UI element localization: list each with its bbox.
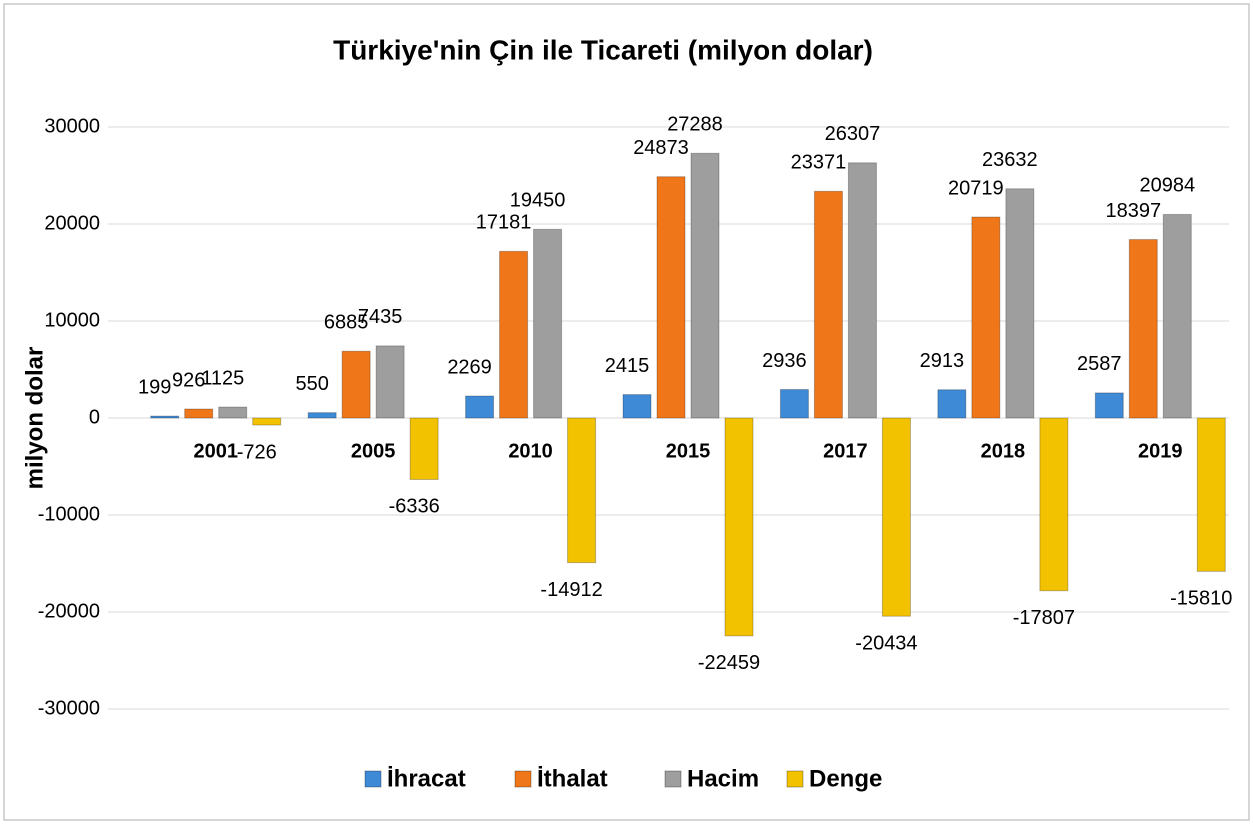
bar <box>724 417 754 637</box>
value-label: 1125 <box>201 367 244 389</box>
bar <box>622 394 652 419</box>
bar <box>656 176 686 419</box>
bar <box>184 408 214 419</box>
y-tick-label: -20000 <box>38 600 100 622</box>
value-label: 2936 <box>762 350 807 372</box>
value-label: 2269 <box>447 356 492 378</box>
y-tick-label: 0 <box>89 406 100 428</box>
value-label: 26307 <box>825 123 881 145</box>
y-axis-label: milyon dolar <box>21 347 48 490</box>
legend-label: İthalat <box>537 765 608 792</box>
bar <box>218 406 248 419</box>
value-label: 7435 <box>358 306 403 328</box>
legend-swatch <box>514 770 532 788</box>
bar <box>567 417 597 564</box>
legend-swatch <box>664 770 682 788</box>
bar <box>499 250 529 419</box>
bar <box>847 162 877 419</box>
bar <box>465 395 495 419</box>
bar <box>937 389 967 419</box>
bar <box>1128 239 1158 419</box>
legend-swatch <box>364 770 382 788</box>
x-tick-label: 2001 <box>193 440 238 462</box>
value-label: 17181 <box>476 212 532 234</box>
legend-label: Denge <box>809 765 882 792</box>
bar <box>881 417 911 617</box>
bar <box>533 228 563 419</box>
bar <box>971 216 1001 419</box>
x-tick-label: 2015 <box>666 440 711 462</box>
bar <box>1196 417 1226 572</box>
x-tick-label: 2017 <box>823 440 868 462</box>
bar <box>150 415 180 419</box>
legend-item: Hacim <box>664 765 759 792</box>
value-label: 23371 <box>791 152 847 174</box>
value-label: -20434 <box>855 632 917 654</box>
bar <box>690 152 720 419</box>
value-label: 2415 <box>605 355 650 377</box>
value-label: 20984 <box>1139 175 1195 197</box>
bar <box>1039 417 1069 592</box>
x-tick-label: 2018 <box>981 440 1026 462</box>
value-label: 2913 <box>920 350 965 372</box>
bar <box>252 417 282 426</box>
bar <box>1005 188 1035 419</box>
legend-label: İhracat <box>387 765 466 792</box>
x-tick-label: 2005 <box>351 440 396 462</box>
bar <box>307 412 337 419</box>
value-label: -22459 <box>698 652 760 674</box>
value-label: 550 <box>295 373 328 395</box>
value-label: -17807 <box>1013 607 1075 629</box>
bar <box>341 350 371 419</box>
value-label: 19450 <box>510 190 566 212</box>
bar <box>813 190 843 419</box>
legend-item: İthalat <box>514 765 608 792</box>
legend-item: Denge <box>786 765 882 792</box>
chart-title: Türkiye'nin Çin ile Ticareti (milyon dol… <box>333 34 873 65</box>
legend-swatch <box>786 770 804 788</box>
value-label: 20719 <box>948 177 1004 199</box>
value-label: -726 <box>237 441 277 463</box>
bar <box>1162 213 1192 419</box>
value-label: -6336 <box>389 496 440 518</box>
value-label: 27288 <box>667 114 723 136</box>
y-tick-label: 20000 <box>44 212 100 234</box>
legend-item: İhracat <box>364 765 466 792</box>
y-tick-label: 10000 <box>44 309 100 331</box>
value-label: 23632 <box>982 149 1038 171</box>
legend-label: Hacim <box>687 765 759 792</box>
bar <box>375 345 405 419</box>
value-label: 199 <box>138 376 171 398</box>
bar <box>779 389 809 419</box>
value-label: 926 <box>172 369 205 391</box>
bar <box>1094 392 1124 419</box>
bar <box>409 417 439 480</box>
x-tick-label: 2019 <box>1138 440 1183 462</box>
value-label: 2587 <box>1077 353 1122 375</box>
value-label: 24873 <box>633 137 689 159</box>
y-tick-label: -30000 <box>38 697 100 719</box>
x-tick-label: 2010 <box>508 440 553 462</box>
value-label: -14912 <box>540 579 602 601</box>
value-label: 6885 <box>324 311 369 333</box>
value-label: 18397 <box>1105 200 1161 222</box>
value-label: -15810 <box>1170 588 1232 610</box>
y-tick-label: 30000 <box>44 115 100 137</box>
y-tick-label: -10000 <box>38 503 100 525</box>
